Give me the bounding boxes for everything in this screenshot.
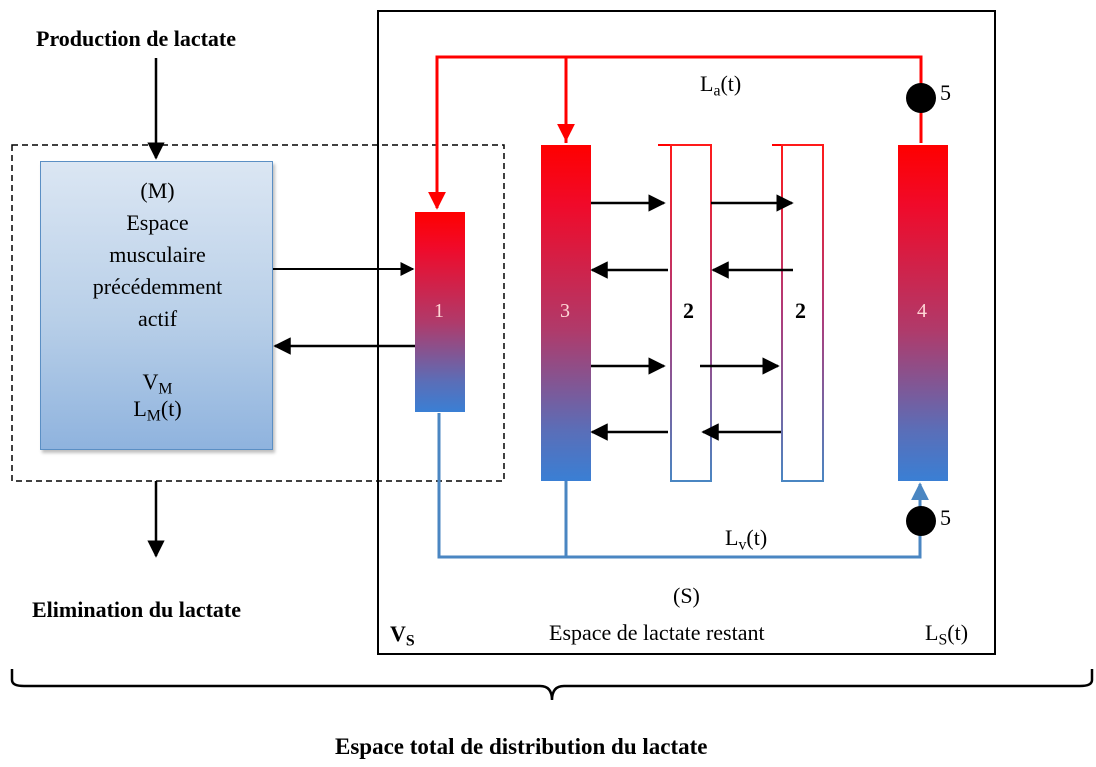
compartment-1-tube <box>415 212 465 412</box>
pump-top-label: 5 <box>940 80 951 105</box>
muscle-concentration: LM(t) <box>41 394 274 431</box>
compartment-2b-label: 2 <box>795 298 806 323</box>
pump-top-icon <box>906 83 936 113</box>
arterial-main: L <box>700 71 714 96</box>
muscle-conc-sub: M <box>146 407 161 425</box>
elimination-label: Elimination du lactate <box>32 597 242 622</box>
muscle-conc-tail: (t) <box>160 396 182 421</box>
production-label: Production de lactate <box>36 26 237 51</box>
muscle-space-box: (M) Espace musculaire précédemment actif… <box>40 161 273 450</box>
venous-concentration-label: Lv(t) <box>725 525 767 554</box>
total-space-label: Espace total de distribution du lactate <box>335 734 708 759</box>
muscle-line-3: précédemment <box>92 274 223 299</box>
s-volume-sub: S <box>405 632 415 650</box>
venous-tail: (t) <box>746 525 768 550</box>
compartment-3-tube <box>541 145 591 481</box>
pump-bottom-label: 5 <box>940 505 951 530</box>
muscle-volume-main: V <box>142 369 159 394</box>
s-space-name: Espace de lactate restant <box>549 620 765 645</box>
muscle-line-1: Espace <box>126 210 189 235</box>
compartment-4-tube <box>898 145 948 481</box>
pump-bottom-icon <box>906 506 936 536</box>
venous-main: L <box>725 525 739 550</box>
s-conc-sub: S <box>938 631 948 649</box>
arterial-tail: (t) <box>720 71 742 96</box>
muscle-line-4: actif <box>137 306 178 331</box>
m-space-dashed-box <box>11 144 505 482</box>
muscle-volume: VM <box>41 367 274 404</box>
arterial-sub: a <box>713 82 721 100</box>
compartment-3-label: 3 <box>560 300 570 322</box>
venous-sub: v <box>738 536 747 554</box>
s-space-box <box>377 10 996 655</box>
s-conc-tail: (t) <box>947 620 969 645</box>
muscle-code: (M) <box>140 178 175 203</box>
compartment-2a-label: 2 <box>683 298 694 323</box>
compartment-1-label: 1 <box>434 300 444 322</box>
muscle-line-2: musculaire <box>109 242 206 267</box>
exchange-arrows <box>590 194 794 441</box>
muscle-volume-sub: M <box>158 380 173 398</box>
s-volume-main: V <box>390 621 406 646</box>
arterial-concentration-label: La(t) <box>700 71 741 100</box>
s-space-volume: VS <box>390 621 415 650</box>
s-conc-main: L <box>925 620 939 645</box>
muscle-conc-main: L <box>133 396 147 421</box>
s-space-code: (S) <box>673 583 700 608</box>
s-space-concentration: LS(t) <box>925 620 968 649</box>
total-space-brace <box>10 669 1094 701</box>
compartment-4-label: 4 <box>917 300 927 322</box>
